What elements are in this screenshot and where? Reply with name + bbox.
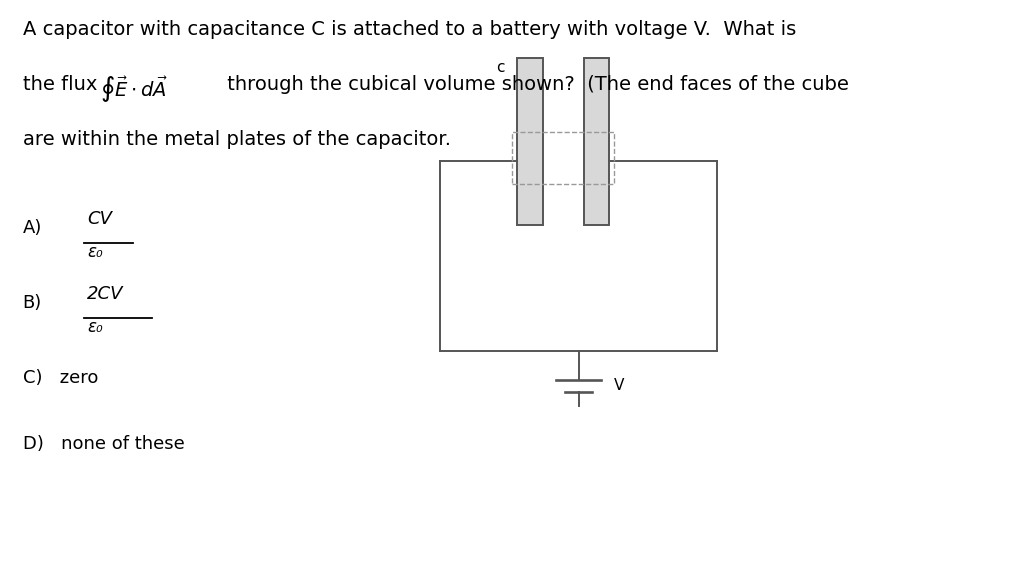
Text: A capacitor with capacitance C is attached to a battery with voltage V.  What is: A capacitor with capacitance C is attach…: [23, 20, 796, 39]
Text: the flux: the flux: [23, 75, 103, 94]
Text: C)   zero: C) zero: [23, 369, 98, 386]
Text: CV: CV: [87, 210, 112, 228]
Text: ε₀: ε₀: [87, 243, 102, 261]
Bar: [584, 58, 609, 225]
Text: 2CV: 2CV: [87, 285, 124, 303]
Bar: [517, 58, 543, 225]
Text: A): A): [23, 219, 42, 237]
Text: ε₀: ε₀: [87, 318, 102, 336]
Text: c: c: [497, 60, 505, 75]
Text: V: V: [613, 378, 624, 393]
Text: are within the metal plates of the capacitor.: are within the metal plates of the capac…: [23, 130, 451, 149]
Text: $\oint\vec{E}\cdot d\vec{A}$: $\oint\vec{E}\cdot d\vec{A}$: [100, 75, 168, 105]
Text: through the cubical volume shown?  (The end faces of the cube: through the cubical volume shown? (The e…: [221, 75, 849, 94]
Text: D)   none of these: D) none of these: [23, 435, 184, 453]
Text: B): B): [23, 294, 42, 312]
